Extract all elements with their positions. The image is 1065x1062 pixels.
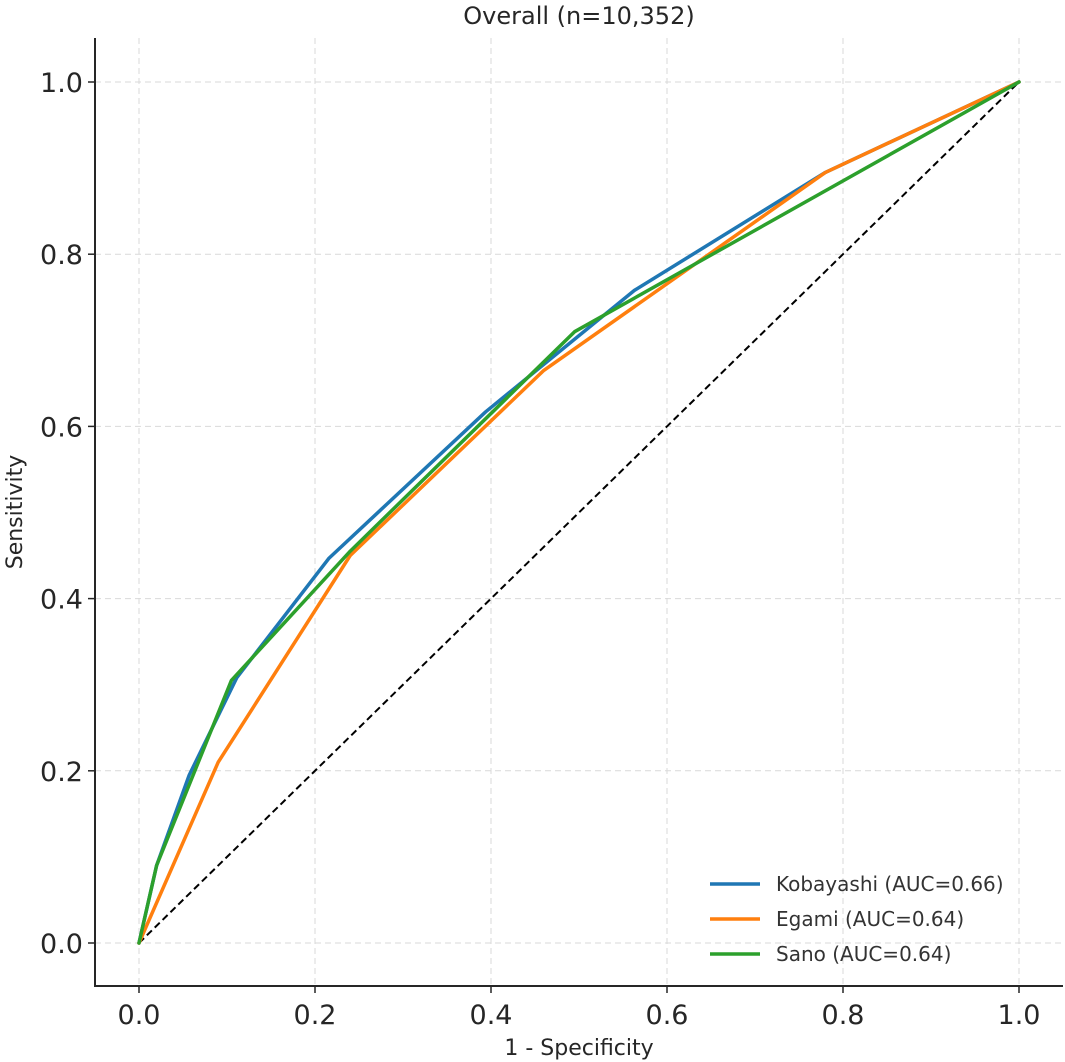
x-tick-label: 0.2: [294, 1000, 337, 1031]
series-line-sano: [137, 80, 1021, 945]
chart-title: Overall (n=10,352): [463, 2, 694, 30]
y-tick-label: 0.8: [40, 240, 83, 271]
axes: [94, 38, 1063, 987]
y-tick-label: 0.4: [40, 585, 83, 616]
grid: [95, 38, 1063, 986]
legend-label-egami: Egami (AUC=0.64): [776, 907, 964, 931]
x-axis-label: 1 - Specificity: [504, 1036, 653, 1061]
x-tick-label: 1.0: [998, 1000, 1041, 1031]
y-axis-label: Sensitivity: [3, 455, 28, 570]
reference-line-layer: [138, 81, 1020, 944]
y-tick-label: 0.6: [40, 412, 83, 443]
legend-label-sano: Sano (AUC=0.64): [776, 942, 951, 966]
chance-diagonal-line: [138, 81, 1020, 944]
x-tick-label: 0.6: [646, 1000, 689, 1031]
series-layer: [137, 80, 1021, 945]
series-line-egami: [137, 80, 1021, 945]
x-tick-label: 0.8: [822, 1000, 865, 1031]
legend-label-kobayashi: Kobayashi (AUC=0.66): [776, 872, 1004, 896]
legend: Kobayashi (AUC=0.66) Egami (AUC=0.64) Sano…: [710, 872, 1004, 966]
ticks: 0.0 0.2 0.4 0.6 0.8 1.0 0.0 0.2 0.4 0.6 0.8 1.0: [40, 68, 1040, 1031]
y-tick-label: 0.2: [40, 757, 83, 788]
y-tick-label: 1.0: [40, 68, 83, 99]
x-tick-label: 0.0: [118, 1000, 161, 1031]
y-tick-label: 0.0: [40, 929, 83, 960]
x-tick-label: 0.4: [470, 1000, 513, 1031]
